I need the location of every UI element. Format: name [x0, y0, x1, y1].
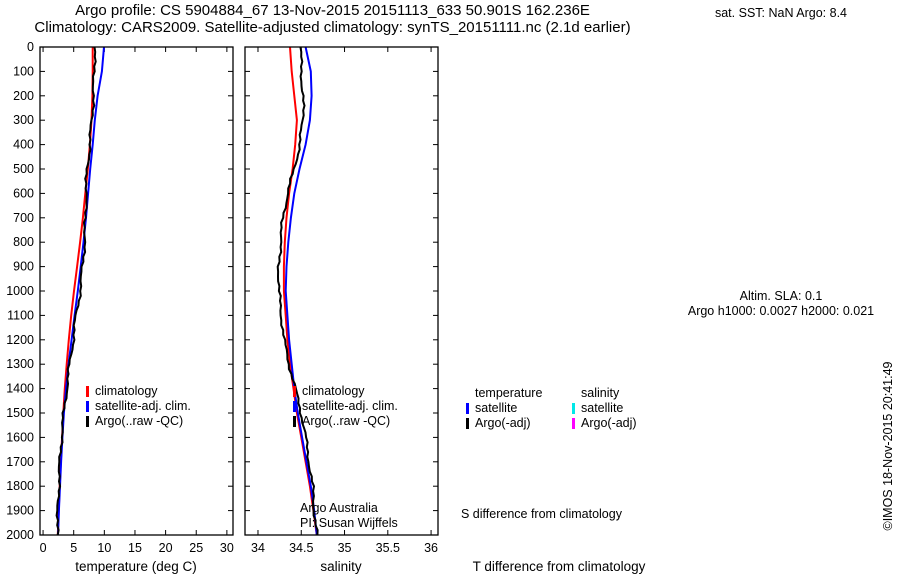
- y-tick-label: 1300: [6, 357, 34, 371]
- x-tick-label: 15: [128, 541, 142, 555]
- sst-map-title: sat. SST: NaN Argo: 8.4: [714, 6, 847, 20]
- y-tick-label: 100: [13, 64, 34, 78]
- legend-item-t-argo-adj: Argo(-adj): [466, 416, 542, 431]
- salinity-panel-series-satellite-adj-clim-: [284, 46, 318, 536]
- t-argo-line-swatch: [466, 418, 469, 429]
- s-argo-line-swatch: [572, 418, 575, 429]
- y-tick-label: 300: [13, 113, 34, 127]
- diff-sal-legend-header: salinity: [581, 386, 620, 400]
- y-tick-label: 1700: [6, 455, 34, 469]
- y-tick-label: 0: [27, 40, 34, 54]
- salinity-axis-label: salinity: [320, 559, 362, 574]
- satellite-clim-line-swatch: [293, 401, 296, 412]
- y-tick-label: 1100: [7, 308, 34, 322]
- salinity-panel-series-argo-raw-qc-: [276, 46, 319, 536]
- satellite-clim-line-swatch: [86, 401, 89, 412]
- figure-header: Argo profile: CS 5904884_67 13-Nov-2015 …: [5, 2, 660, 36]
- temperature-panel-series-climatology: [56, 47, 94, 536]
- difference-temperature-legend: temperature satellite Argo(-adj): [466, 386, 542, 431]
- climatology-line-swatch: [86, 386, 89, 397]
- y-tick-label: 1200: [6, 333, 34, 347]
- imos-watermark: ©IMOS 18-Nov-2015 20:41:49: [881, 361, 895, 530]
- diff-temp-legend-header: temperature: [475, 386, 543, 400]
- y-tick-label: 1600: [6, 430, 34, 444]
- legend-label: climatology: [302, 384, 365, 398]
- x-tick-label: 36: [424, 541, 438, 555]
- legend-item-s-argo-adj: Argo(-adj): [572, 416, 637, 431]
- figure-title-line1: Argo profile: CS 5904884_67 13-Nov-2015 …: [75, 2, 590, 19]
- salinity-panel-series-climatology: [282, 46, 318, 536]
- legend-label: satellite-adj. clim.: [302, 399, 398, 413]
- y-tick-label: 500: [13, 162, 34, 176]
- legend-label: Argo(-adj): [581, 416, 637, 430]
- x-tick-label: 25: [189, 541, 203, 555]
- x-tick-label: 34: [251, 541, 265, 555]
- sla-map-title: Altim. SLA: 0.1 Argo h1000: 0.0027 h2000…: [650, 289, 900, 318]
- sla-map-title-line2: Argo h1000: 0.0027 h2000: 0.021: [687, 303, 875, 318]
- axes-box: [39, 46, 234, 536]
- temperature-axis-label: temperature (deg C): [75, 559, 197, 574]
- temperature-panel: 0100200300400500600700800900100011001200…: [6, 40, 234, 555]
- legend-item-t-satellite: satellite: [466, 401, 542, 416]
- principal-investigator: PI: Susan Wijffels: [300, 515, 398, 530]
- x-tick-label: 30: [220, 541, 234, 555]
- x-tick-label: 35: [338, 541, 352, 555]
- sla-map-title-line1: Altim. SLA: 0.1: [739, 289, 823, 303]
- y-tick-label: 200: [13, 89, 34, 103]
- temperature-panel-series-argo-raw-qc-: [55, 46, 97, 536]
- legend-label: satellite-adj. clim.: [95, 399, 191, 413]
- y-tick-label: 600: [13, 186, 34, 200]
- argo-raw-line-swatch: [86, 416, 89, 427]
- y-tick-label: 1000: [6, 284, 34, 298]
- salinity-legend: climatology satellite-adj. clim. Argo(..…: [293, 384, 398, 429]
- s-satellite-line-swatch: [572, 403, 575, 414]
- legend-label: Argo(..raw -QC): [302, 414, 391, 428]
- y-tick-label: 1900: [6, 504, 34, 518]
- axes-box: [244, 46, 439, 536]
- t-difference-axis-label: T difference from climatology: [472, 559, 646, 574]
- figure-title-line2: Climatology: CARS2009. Satellite-adjuste…: [34, 18, 631, 36]
- y-tick-label: 1500: [6, 406, 34, 420]
- y-tick-label: 2000: [6, 528, 34, 542]
- legend-item-climatology: climatology: [293, 384, 398, 399]
- temperature-panel-series-satellite-adj-clim-: [57, 46, 105, 536]
- legend-item-climatology: climatology: [86, 384, 191, 399]
- climatology-line-swatch: [293, 386, 296, 397]
- legend-label: satellite: [581, 401, 624, 415]
- y-tick-label: 400: [13, 138, 34, 152]
- y-tick-label: 1800: [6, 479, 34, 493]
- y-tick-label: 1400: [6, 382, 34, 396]
- s-difference-axis-label: S difference from climatology: [461, 507, 622, 521]
- x-tick-label: 34.5: [289, 541, 313, 555]
- legend-item-satellite-adj-clim: satellite-adj. clim.: [293, 399, 398, 414]
- salinity-panel: 34 34.5 35 35.5 36: [244, 46, 439, 555]
- x-tick-label: 35.5: [376, 541, 400, 555]
- y-tick-label: 800: [13, 235, 34, 249]
- legend-item-satellite-adj-clim: satellite-adj. clim.: [86, 399, 191, 414]
- legend-label: climatology: [95, 384, 158, 398]
- y-tick-label: 900: [13, 260, 34, 274]
- legend-label: satellite: [475, 401, 518, 415]
- argo-raw-line-swatch: [293, 416, 296, 427]
- legend-label: Argo(-adj): [475, 416, 531, 430]
- x-tick-label: 5: [70, 541, 77, 555]
- x-tick-label: 10: [97, 541, 111, 555]
- data-source-annotation: Argo Australia PI: Susan Wijffels: [300, 501, 398, 530]
- program-name: Argo Australia: [300, 501, 378, 515]
- legend-label: Argo(..raw -QC): [95, 414, 184, 428]
- t-satellite-line-swatch: [466, 403, 469, 414]
- legend-item-s-satellite: satellite: [572, 401, 637, 416]
- x-tick-label: 20: [159, 541, 173, 555]
- difference-salinity-legend: salinity satellite Argo(-adj): [572, 386, 637, 431]
- y-tick-label: 700: [13, 211, 34, 225]
- x-tick-label: 0: [40, 541, 47, 555]
- legend-item-argo-raw: Argo(..raw -QC): [86, 414, 191, 429]
- legend-item-argo-raw: Argo(..raw -QC): [293, 414, 398, 429]
- temperature-legend: climatology satellite-adj. clim. Argo(..…: [86, 384, 191, 429]
